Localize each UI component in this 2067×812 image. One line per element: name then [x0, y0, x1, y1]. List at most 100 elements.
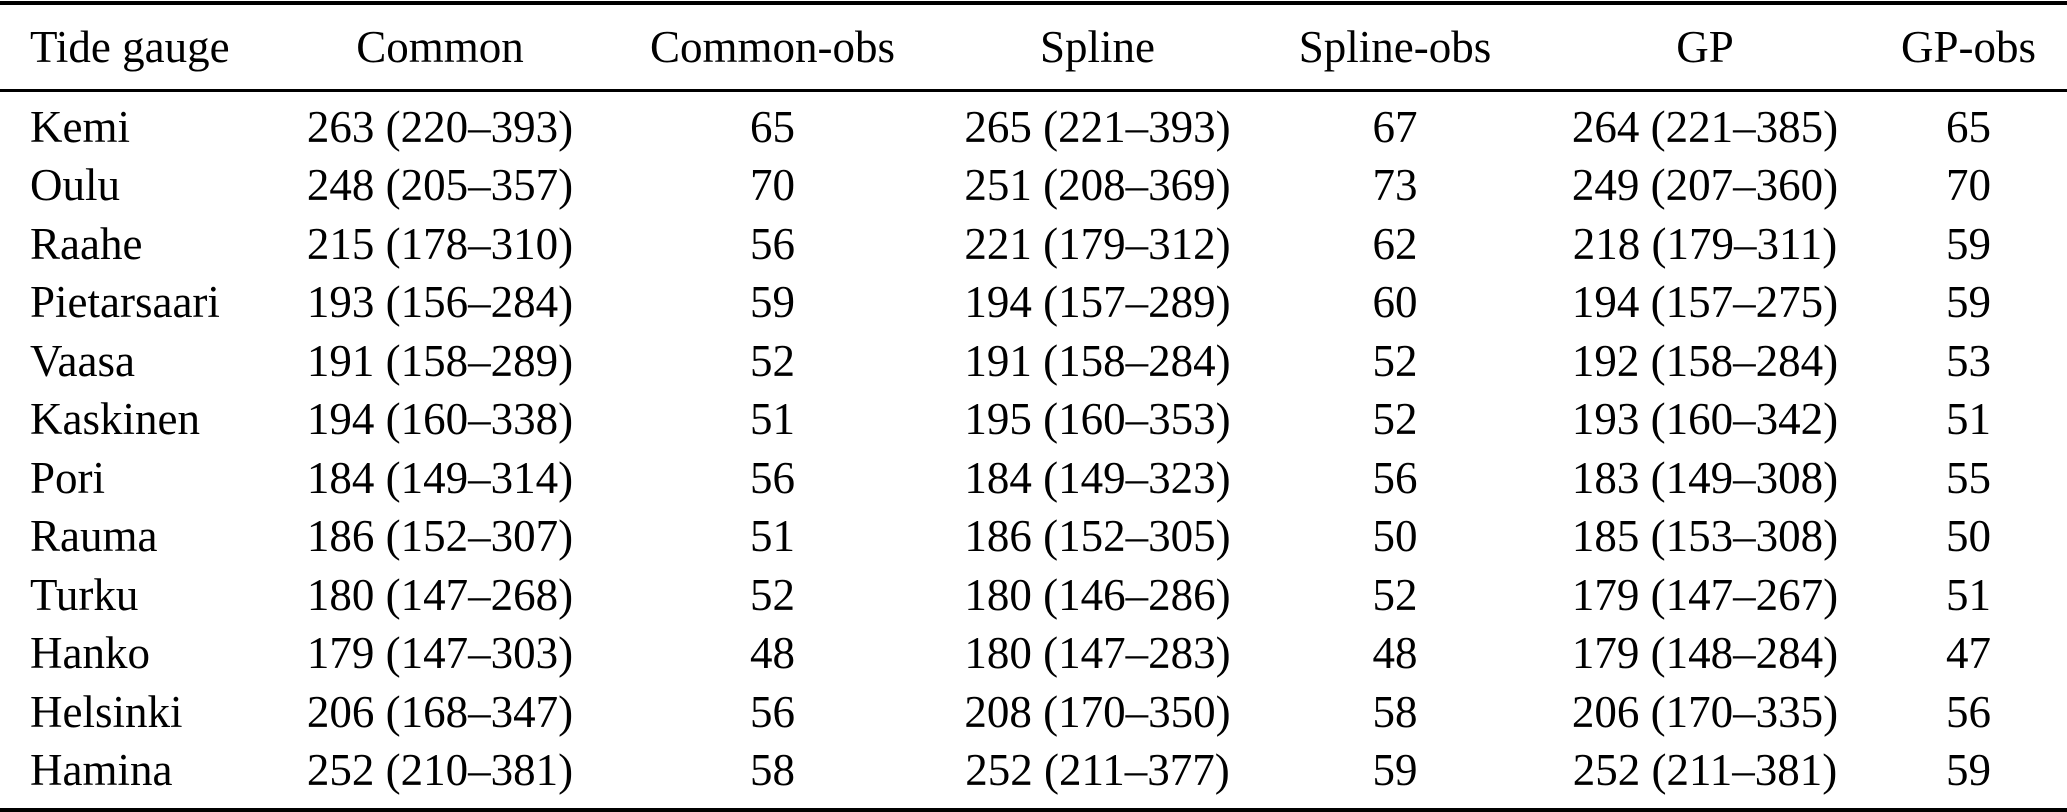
value-cell: 183 (149–308): [1571, 452, 1839, 503]
table-row: Turku 180 (147–268) 52 180 (146–286) 52 179 (…: [0, 566, 2067, 625]
value-cell: 206 (168–347): [306, 686, 574, 737]
value-cell: 185 (153–308): [1571, 511, 1839, 562]
value-cell: 70: [1946, 160, 1991, 211]
table-row: Vaasa 191 (158–289) 52 191 (158–284) 52 192 (…: [0, 332, 2067, 391]
table-row: Pori 184 (149–314) 56 184 (149–323) 56 183 (1…: [0, 449, 2067, 508]
value-cell: 51: [1946, 394, 1991, 445]
header-row: Tide gauge Common Common-obs Spline Spli…: [0, 3, 2067, 92]
value-cell: 59: [1946, 745, 1991, 796]
value-cell: 47: [1946, 628, 1991, 679]
value-cell: 52: [1372, 569, 1418, 620]
value-cell: 194 (157–289): [964, 277, 1231, 328]
value-cell: 194 (160–338): [306, 394, 574, 445]
value-cell: 265 (221–393): [964, 101, 1231, 152]
value-cell: 53: [1946, 335, 1991, 386]
tide-gauge-name: Turku: [30, 569, 139, 620]
value-cell: 70: [750, 160, 795, 211]
column-header-tide-gauge: Tide gauge: [0, 3, 280, 92]
tide-gauge-name: Kaskinen: [30, 394, 200, 445]
value-cell: 59: [1946, 277, 1991, 328]
value-cell: 50: [1946, 511, 1991, 562]
table-header: Tide gauge Common Common-obs Spline Spli…: [0, 3, 2067, 92]
value-cell: 191 (158–289): [306, 335, 574, 386]
value-cell: 193 (160–342): [1571, 394, 1839, 445]
value-cell: 73: [1372, 160, 1418, 211]
value-cell: 58: [750, 745, 795, 796]
value-cell: 56: [1946, 686, 1991, 737]
tide-gauge-name: Oulu: [30, 160, 120, 211]
value-cell: 179 (147–267): [1571, 569, 1839, 620]
table-row: Pietarsaari 193 (156–284) 59 194 (157–289) 6…: [0, 274, 2067, 333]
value-cell: 249 (207–360): [1571, 160, 1839, 211]
table-row: Raahe 215 (178–310) 56 221 (179–312) 62 218 (…: [0, 215, 2067, 274]
value-cell: 186 (152–305): [964, 511, 1231, 562]
value-cell: 215 (178–310): [306, 218, 574, 269]
value-cell: 58: [1372, 686, 1418, 737]
tide-gauge-name: Vaasa: [30, 335, 135, 386]
table-row: Hanko 179 (147–303) 48 180 (147–283) 48 179 (…: [0, 625, 2067, 684]
value-cell: 252 (210–381): [306, 745, 574, 796]
value-cell: 59: [750, 277, 795, 328]
value-cell: 184 (149–314): [306, 452, 574, 503]
value-cell: 179 (148–284): [1571, 628, 1839, 679]
value-cell: 65: [750, 101, 795, 152]
value-cell: 193 (156–284): [306, 277, 574, 328]
column-header-common-obs: Common-obs: [600, 3, 945, 92]
value-cell: 221 (179–312): [964, 218, 1231, 269]
table-body: Kemi 263 (220–393) 65 265 (221–393) 67 264 (2…: [0, 91, 2067, 811]
value-cell: 218 (179–311): [1572, 218, 1838, 269]
value-cell: 56: [1372, 452, 1418, 503]
value-cell: 50: [1372, 511, 1418, 562]
value-cell: 52: [750, 569, 795, 620]
tide-gauge-name: Hamina: [30, 745, 173, 796]
value-cell: 60: [1372, 277, 1418, 328]
value-cell: 180 (147–283): [964, 628, 1231, 679]
value-cell: 67: [1372, 101, 1418, 152]
value-cell: 59: [1372, 745, 1418, 796]
tide-gauge-name: Pietarsaari: [30, 277, 220, 328]
value-cell: 48: [750, 628, 795, 679]
table-row: Oulu 248 (205–357) 70 251 (208–369) 73 249 (2…: [0, 157, 2067, 216]
value-cell: 65: [1946, 101, 1991, 152]
value-cell: 59: [1946, 218, 1991, 269]
value-cell: 56: [750, 452, 795, 503]
column-header-spline-obs: Spline-obs: [1250, 3, 1540, 92]
column-header-spline: Spline: [945, 3, 1250, 92]
tide-gauge-name: Pori: [30, 452, 106, 503]
value-cell: 52: [1372, 394, 1418, 445]
value-cell: 55: [1946, 452, 1991, 503]
tide-gauge-name: Helsinki: [30, 686, 183, 737]
value-cell: 62: [1372, 218, 1418, 269]
value-cell: 186 (152–307): [306, 511, 574, 562]
tide-gauge-name: Kemi: [30, 101, 130, 152]
value-cell: 252 (211–381): [1572, 745, 1838, 796]
value-cell: 56: [750, 218, 795, 269]
column-header-common: Common: [280, 3, 600, 92]
value-cell: 180 (147–268): [306, 569, 574, 620]
value-cell: 195 (160–353): [964, 394, 1231, 445]
value-cell: 48: [1372, 628, 1418, 679]
value-cell: 179 (147–303): [306, 628, 574, 679]
value-cell: 252 (211–377): [965, 745, 1230, 796]
value-cell: 184 (149–323): [964, 452, 1231, 503]
column-header-gp: GP: [1540, 3, 1870, 92]
value-cell: 194 (157–275): [1571, 277, 1839, 328]
table-row: Kemi 263 (220–393) 65 265 (221–393) 67 264 (2…: [0, 91, 2067, 157]
value-cell: 51: [750, 511, 795, 562]
table-row: Hamina 252 (210–381) 58 252 (211–377) 59 252 …: [0, 742, 2067, 811]
value-cell: 208 (170–350): [964, 686, 1231, 737]
value-cell: 248 (205–357): [306, 160, 574, 211]
value-cell: 52: [750, 335, 795, 386]
value-cell: 263 (220–393): [306, 101, 574, 152]
value-cell: 191 (158–284): [964, 335, 1231, 386]
value-cell: 251 (208–369): [964, 160, 1231, 211]
value-cell: 56: [750, 686, 795, 737]
value-cell: 180 (146–286): [964, 569, 1231, 620]
value-cell: 51: [750, 394, 795, 445]
value-cell: 264 (221–385): [1571, 101, 1839, 152]
tide-gauge-name: Hanko: [30, 628, 150, 679]
value-cell: 206 (170–335): [1571, 686, 1839, 737]
value-cell: 52: [1372, 335, 1418, 386]
tide-gauge-name: Rauma: [30, 511, 158, 562]
